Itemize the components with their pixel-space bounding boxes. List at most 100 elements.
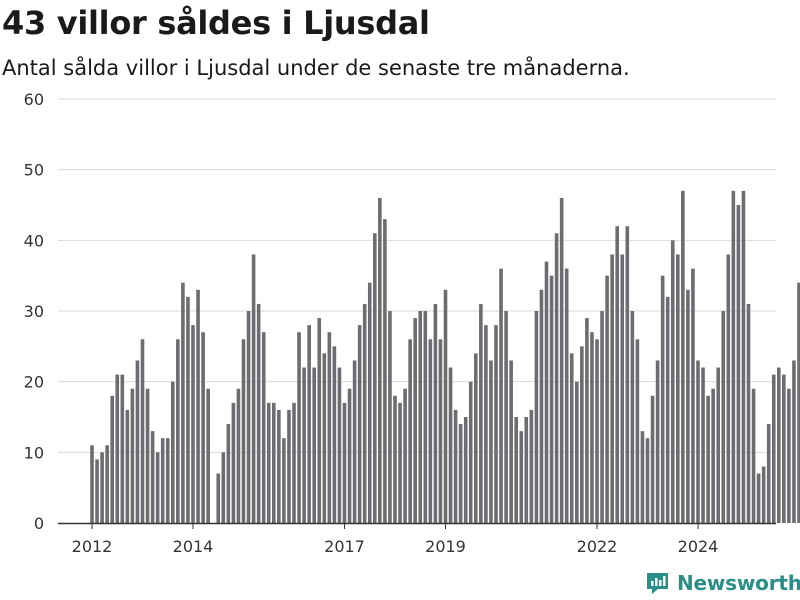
bar [534, 311, 539, 523]
bar [468, 381, 473, 523]
bar [746, 303, 751, 523]
bar [373, 233, 377, 523]
x-tick-label: 2017 [324, 537, 365, 556]
bar [226, 424, 231, 523]
bar [524, 417, 529, 523]
bar [428, 339, 433, 523]
bar [408, 339, 412, 523]
bar [393, 395, 397, 523]
bar [519, 431, 524, 523]
bar [443, 289, 448, 523]
bar [236, 388, 241, 523]
bar [529, 409, 534, 523]
x-tick-label: 2019 [425, 537, 466, 556]
x-tick-label: 2022 [577, 537, 618, 556]
bar [115, 374, 120, 523]
bar [216, 473, 221, 523]
bar [362, 303, 367, 523]
bar [246, 311, 251, 523]
bar [595, 339, 599, 523]
bar [585, 318, 589, 523]
bar [347, 388, 352, 523]
bar [554, 233, 559, 523]
bar [418, 311, 423, 523]
y-tick-label: 10 [24, 443, 44, 462]
bar [191, 325, 195, 523]
bar [610, 254, 614, 523]
bar [110, 395, 114, 523]
bar [266, 402, 271, 523]
bar [559, 197, 564, 523]
bar [357, 325, 362, 523]
bar [696, 360, 700, 523]
bar [660, 275, 665, 523]
bar [398, 402, 402, 523]
x-axis-ticks: 2012 2014 2017 2019 2022 2024 [72, 523, 718, 556]
chart-subtitle: Antal sålda villor i Ljusdal under de se… [2, 56, 630, 80]
bar [691, 268, 695, 523]
bar [95, 459, 99, 523]
bar [261, 332, 266, 523]
y-axis-ticks: 0 10 20 30 40 50 60 [24, 90, 44, 533]
bar [686, 289, 690, 523]
bar [509, 360, 513, 523]
bar [302, 367, 306, 523]
bar [544, 261, 549, 523]
bar [145, 388, 150, 523]
bar [165, 438, 170, 523]
bar [645, 438, 650, 523]
bar [287, 409, 291, 523]
bar [140, 339, 145, 523]
bar [474, 353, 478, 523]
bar [367, 282, 372, 523]
bar [731, 190, 736, 523]
y-tick-label: 30 [24, 302, 44, 321]
bar [569, 353, 574, 523]
bar [494, 325, 498, 523]
bar [655, 360, 660, 523]
bar [100, 452, 104, 523]
bar [383, 219, 387, 523]
bar [787, 388, 791, 523]
newsworthy-logo[interactable]: Newsworthy [644, 569, 800, 596]
bar [221, 452, 226, 523]
bar [312, 367, 316, 523]
bar [130, 388, 135, 523]
bar [352, 360, 357, 523]
bar [307, 325, 311, 523]
bar [615, 226, 619, 523]
bar [327, 332, 332, 523]
bar [282, 438, 286, 523]
bar [489, 360, 493, 523]
bar [751, 388, 756, 523]
x-tick-label: 2012 [72, 537, 113, 556]
y-tick-label: 50 [24, 161, 44, 180]
y-tick-label: 0 [34, 514, 44, 533]
bar [337, 367, 342, 523]
bar [378, 197, 382, 523]
bar [736, 205, 741, 523]
bar [766, 424, 771, 523]
bar [681, 190, 685, 523]
bar [160, 438, 165, 523]
bar [499, 268, 503, 523]
bar [716, 367, 720, 523]
bar [625, 226, 630, 523]
bar [176, 339, 180, 523]
bar [797, 282, 800, 523]
bars [90, 190, 800, 523]
bar [256, 303, 261, 523]
bar [125, 409, 130, 523]
bar [231, 402, 236, 523]
y-tick-label: 60 [24, 90, 44, 109]
bar [438, 339, 443, 523]
bar [463, 417, 468, 523]
bar [388, 311, 392, 523]
bar [155, 452, 160, 523]
newsworthy-logo-icon [647, 573, 668, 594]
bar [605, 275, 609, 523]
bar [90, 445, 94, 523]
bar [181, 282, 185, 523]
chart-title: 43 villor såldes i Ljusdal [2, 4, 430, 42]
